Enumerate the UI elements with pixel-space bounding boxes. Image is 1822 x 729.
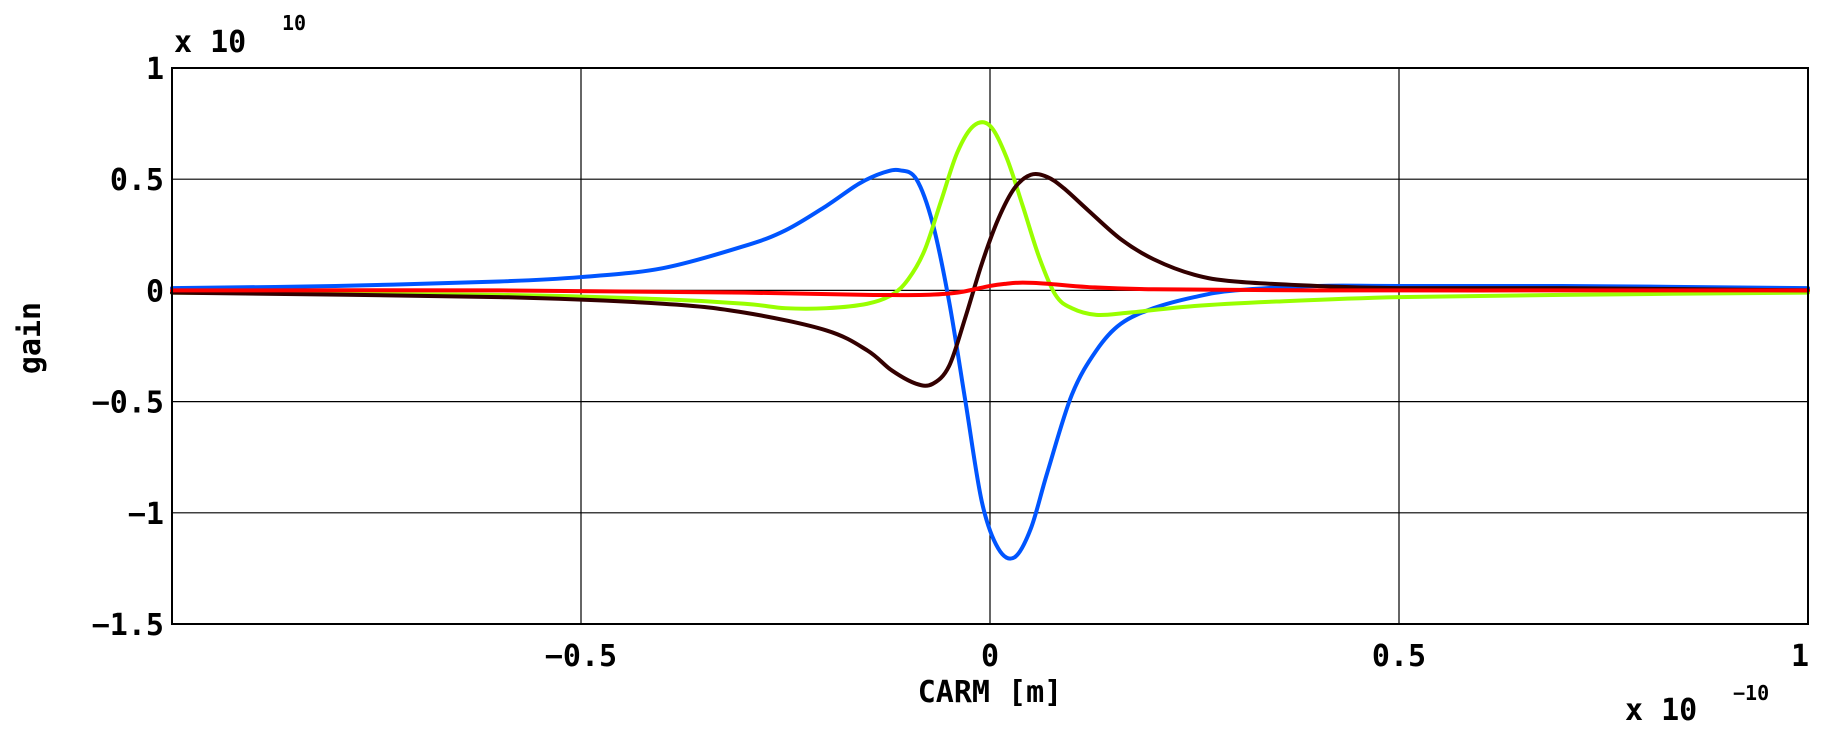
y-axis-label: gain [13,302,48,374]
x-multiplier-exponent: −10 [1733,681,1769,705]
y-tick-label: −0.5 [92,386,164,421]
x-tick-label: −0.5 [545,639,617,674]
y-tick-label: 1 [146,52,164,87]
y-tick-label: 0.5 [110,163,164,198]
x-axis-label: CARM [m] [918,675,1063,710]
y-tick-label: 0 [146,274,164,309]
y-tick-label: −1 [128,497,164,532]
grid [172,68,1808,624]
y-tick-labels: 1 0.5 0 −0.5 −1 −1.5 [92,52,164,643]
x-tick-label: 0.5 [1372,639,1426,674]
y-multiplier-base: x 10 [174,25,246,60]
y-tick-label: −1.5 [92,608,164,643]
x-multiplier-base: x 10 [1625,693,1697,728]
y-multiplier-exponent: 10 [282,11,306,35]
x-tick-label: 0 [981,639,999,674]
x-tick-label: 1 [1791,639,1809,674]
x-tick-labels: −0.5 0 0.5 1 [545,639,1809,674]
